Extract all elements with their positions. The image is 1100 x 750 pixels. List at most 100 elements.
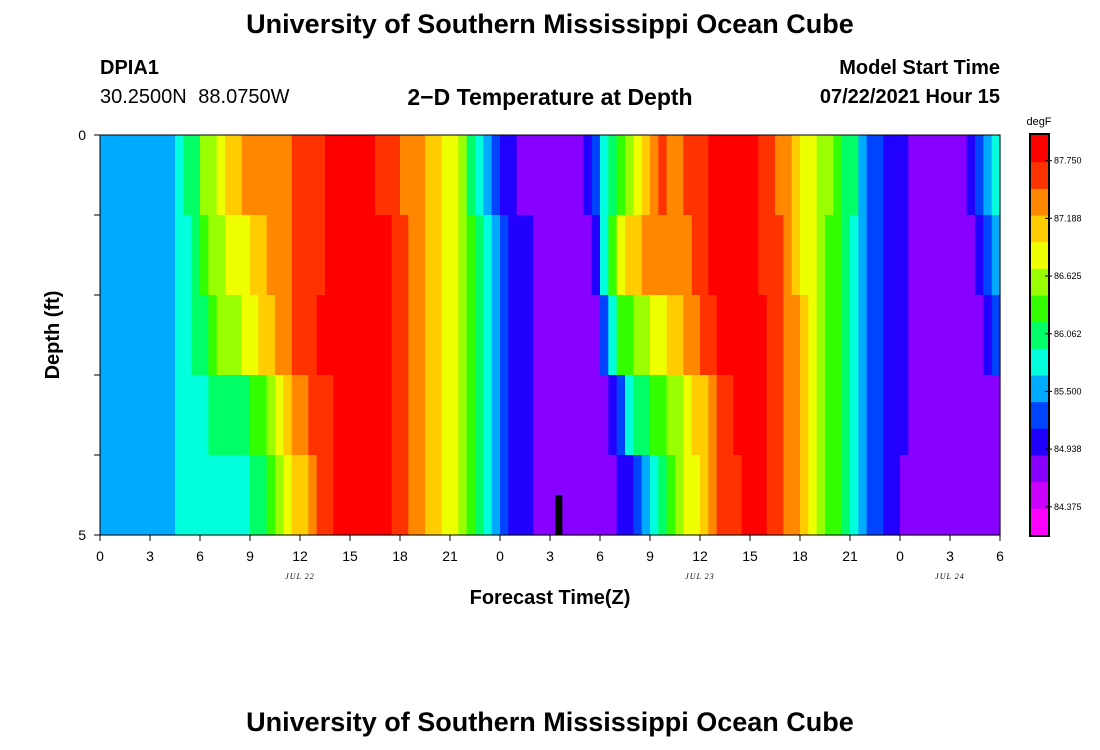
heatmap-cell xyxy=(391,375,401,456)
heatmap-cell xyxy=(708,215,718,296)
heatmap-cell xyxy=(366,295,376,376)
heatmap-cell xyxy=(616,135,626,216)
heatmap-cell xyxy=(883,375,893,456)
heatmap-cell xyxy=(508,455,518,536)
heatmap-cell xyxy=(683,295,693,376)
heatmap-cell xyxy=(141,135,151,216)
heatmap-cell xyxy=(266,135,276,216)
heatmap-cell xyxy=(866,215,876,296)
heatmap-cell xyxy=(925,455,934,536)
heatmap-cell xyxy=(100,135,109,216)
heatmap-cell xyxy=(700,135,709,216)
heatmap-cell xyxy=(183,455,193,536)
heatmap-cell xyxy=(283,375,293,456)
heatmap-cell xyxy=(108,375,118,456)
heatmap-cell xyxy=(716,295,726,376)
colorbar-gradient xyxy=(1031,135,1048,536)
heatmap-cell xyxy=(575,375,584,456)
heatmap-cell xyxy=(475,135,484,216)
heatmap-cell xyxy=(983,375,993,456)
heatmap-cell xyxy=(633,295,643,376)
heatmap-cell xyxy=(450,215,459,296)
heatmap-cell xyxy=(875,135,884,216)
heatmap-cell xyxy=(958,215,968,296)
heatmap-cell xyxy=(458,295,468,376)
heatmap-cell xyxy=(225,455,234,536)
heatmap-cell xyxy=(550,135,559,216)
heatmap-cell xyxy=(725,455,734,536)
heatmap-cell xyxy=(800,135,809,216)
heatmap-cell xyxy=(875,295,884,376)
heatmap-cell xyxy=(525,295,534,376)
heatmap-cell xyxy=(366,215,376,296)
heatmap-cell xyxy=(108,295,118,376)
heatmap-cell xyxy=(608,135,618,216)
heatmap-cell xyxy=(358,295,368,376)
heatmap-cell xyxy=(933,215,943,296)
heatmap-cell xyxy=(516,455,526,536)
heatmap-cell xyxy=(250,135,259,216)
heatmap-cell xyxy=(383,215,393,296)
heatmap-cell xyxy=(791,215,801,296)
colorbar-tick-label: 87.750 xyxy=(1054,156,1082,166)
heatmap-cell xyxy=(675,135,684,216)
colorbar-tick-label: 84.375 xyxy=(1054,502,1082,512)
heatmap-cell xyxy=(250,295,259,376)
heatmap-cell xyxy=(433,135,443,216)
heatmap-cell xyxy=(191,135,201,216)
heatmap-cell xyxy=(800,215,809,296)
heatmap-cell xyxy=(291,295,301,376)
heatmap-cell xyxy=(958,135,968,216)
heatmap-cell xyxy=(308,135,318,216)
heatmap-cell xyxy=(208,135,218,216)
heatmap-cell xyxy=(925,375,934,456)
heatmap-cell xyxy=(900,455,909,536)
heatmap-cell xyxy=(775,215,784,296)
heatmap-cell xyxy=(766,135,776,216)
heatmap-cell xyxy=(125,375,134,456)
heatmap-cell xyxy=(250,375,259,456)
heatmap-cell xyxy=(641,215,651,296)
heatmap-cell xyxy=(491,215,501,296)
x-tick-label: 18 xyxy=(392,548,408,564)
heatmap-cell xyxy=(566,455,576,536)
heatmap-cell xyxy=(541,215,551,296)
heatmap-cell xyxy=(183,375,193,456)
heatmap-cell xyxy=(625,375,634,456)
heatmap-cell xyxy=(325,455,334,536)
x-tick-label: 9 xyxy=(246,548,254,564)
colorbar-swatch xyxy=(1031,375,1048,403)
colorbar-tick-label: 87.188 xyxy=(1054,213,1082,223)
heatmap-cell xyxy=(725,215,734,296)
x-tick-label: 9 xyxy=(646,548,654,564)
heatmap-cell xyxy=(216,375,226,456)
colorbar-tick-label: 84.938 xyxy=(1054,444,1082,454)
y-axis: 05 xyxy=(78,127,100,543)
heatmap-cell xyxy=(891,375,901,456)
heatmap-cell xyxy=(525,215,534,296)
x-tick-label: 12 xyxy=(292,548,308,564)
heatmap-cell xyxy=(991,135,1001,216)
heatmap-cell xyxy=(358,135,368,216)
heatmap-cell xyxy=(308,295,318,376)
heatmap-cell xyxy=(750,295,759,376)
heatmap-cell xyxy=(658,455,668,536)
heatmap-cell xyxy=(400,455,409,536)
heatmap-cell xyxy=(941,215,951,296)
x-date-label: JUL 22 xyxy=(285,572,315,581)
heatmap-cell xyxy=(525,375,534,456)
heatmap-cell xyxy=(208,455,218,536)
x-tick-label: 3 xyxy=(946,548,954,564)
heatmap-cell xyxy=(883,135,893,216)
heatmap-cell xyxy=(658,215,668,296)
heatmap-cell xyxy=(200,455,209,536)
heatmap-cell xyxy=(125,135,134,216)
heatmap-cell xyxy=(833,375,843,456)
heatmap-cell xyxy=(958,375,968,456)
heatmap-cell xyxy=(466,295,476,376)
heatmap-cell xyxy=(941,455,951,536)
heatmap-cell xyxy=(408,295,418,376)
heatmap-cell xyxy=(625,135,634,216)
heatmap-cell xyxy=(300,135,309,216)
heatmap-cell xyxy=(666,215,676,296)
